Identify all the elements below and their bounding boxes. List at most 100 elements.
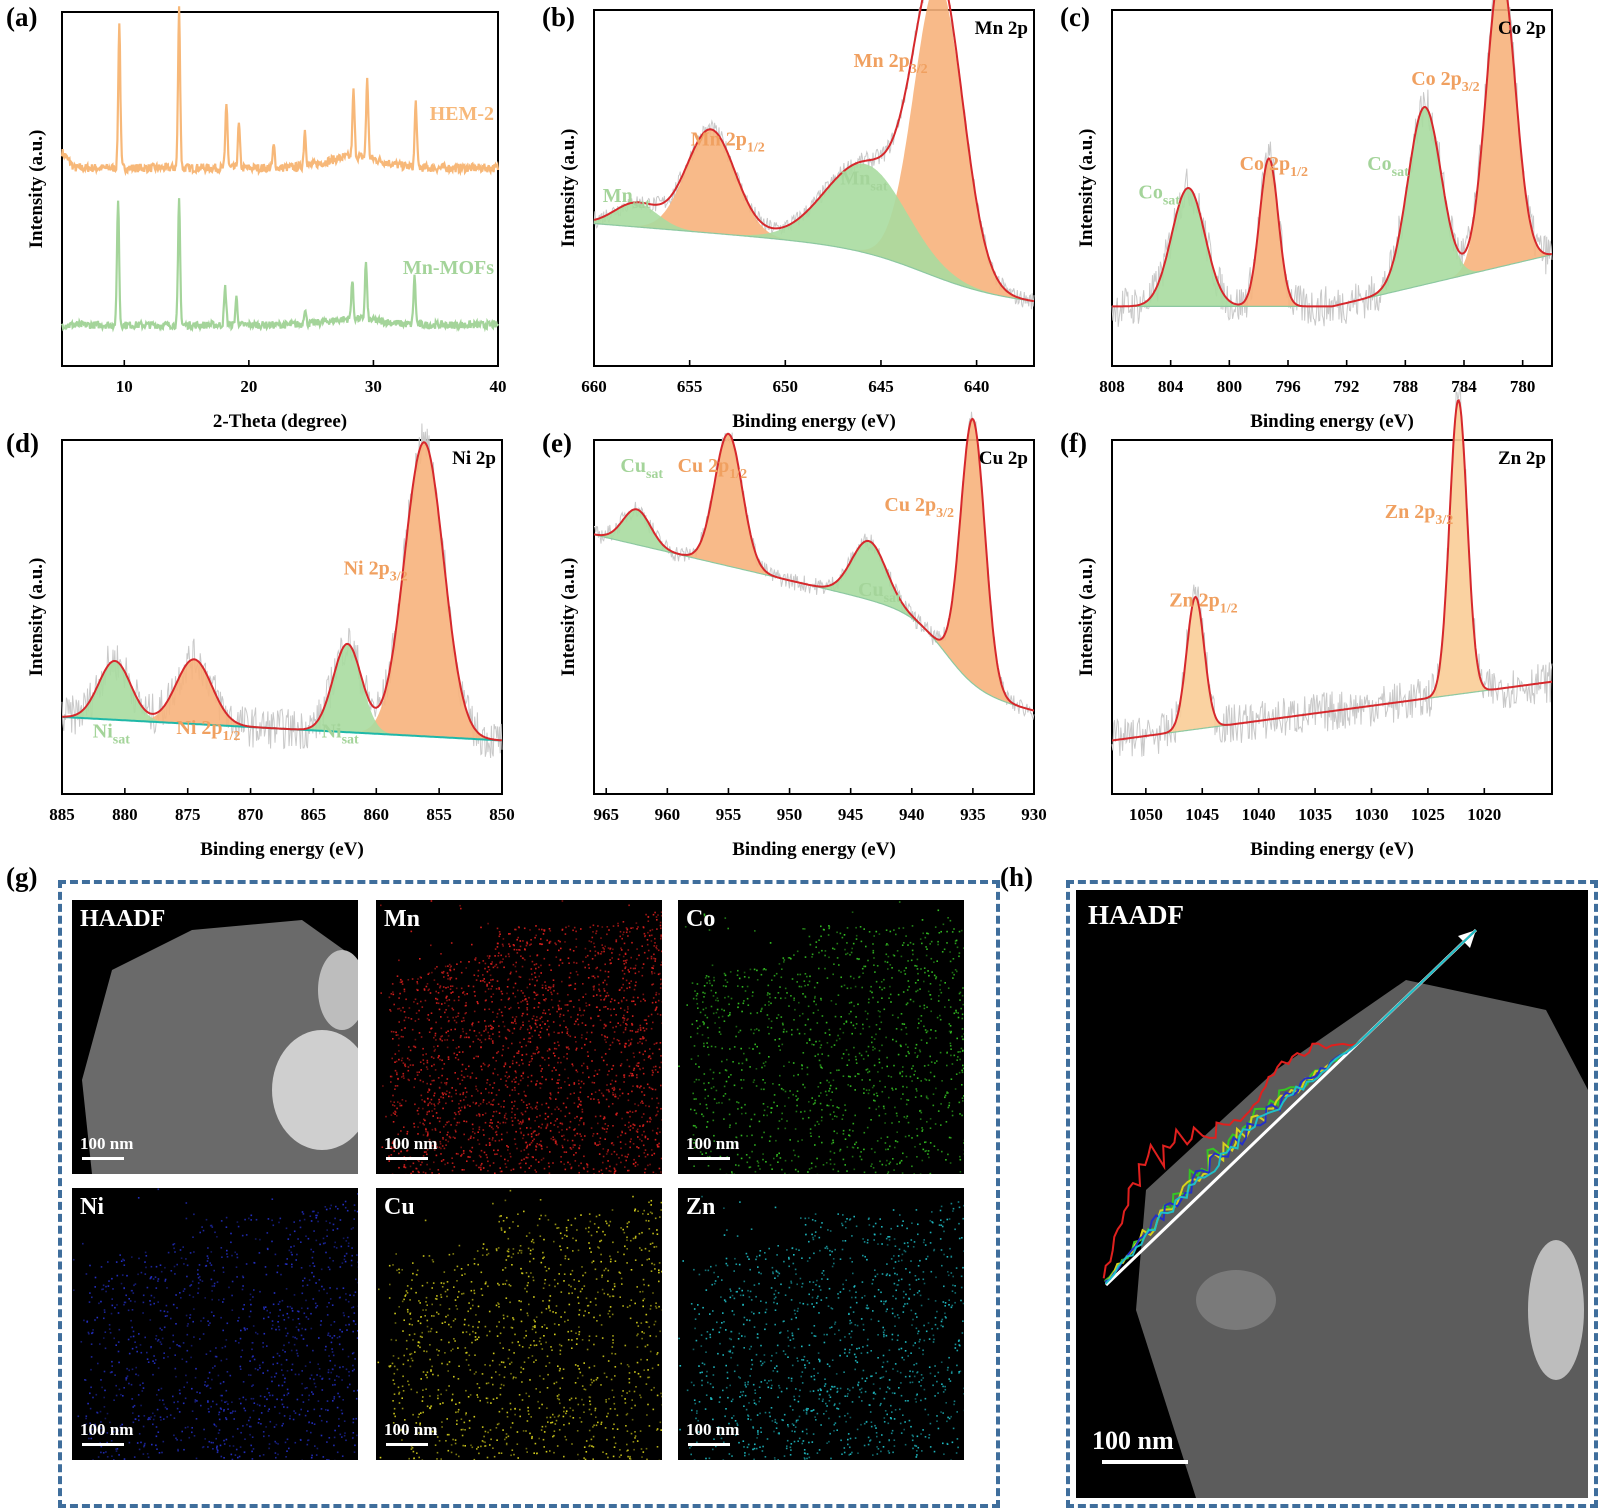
peak-label: Co 2p3/2: [1411, 68, 1479, 95]
peak-label: Cosat: [1367, 153, 1409, 180]
y-axis-label: Intensity (a.u.): [1076, 558, 1097, 677]
y-axis-label: Intensity (a.u.): [26, 130, 47, 249]
haadf-linescan-image: HAADF 100 nm: [1076, 890, 1588, 1498]
plot-frame: [61, 11, 499, 367]
scale-bar-label: 100 nm: [80, 1420, 134, 1439]
x-tick-label: 645: [868, 377, 894, 396]
eds-map-zn: Zn 100 nm: [678, 1188, 964, 1460]
scale-bar: [688, 1443, 730, 1446]
component-peak-fill: [594, 203, 1034, 302]
peak-label: Cusat: [858, 579, 901, 606]
element-dots: [678, 1195, 964, 1460]
plot-frame: [1111, 439, 1553, 795]
xrd-chart: 10 20 30 40 2-Theta (degree) Intensity (a.u.)…: [0, 0, 540, 440]
linescan-scale-bar: [1102, 1460, 1188, 1464]
eds-map-label: Zn: [686, 1194, 716, 1220]
x-tick-label: 1035: [1298, 805, 1332, 824]
bright-region: [272, 1030, 358, 1150]
x-tick-label: 935: [960, 805, 986, 824]
element-title: Cu 2p: [979, 448, 1028, 469]
element-title: Co 2p: [1498, 18, 1546, 39]
x-tick-label: 20: [240, 377, 257, 396]
co-2p-chart: 808 804 800 796 792 788 784 780 Binding energy (…: [1060, 0, 1600, 440]
eds-map-label: Co: [686, 906, 716, 932]
fit-envelope-line: [593, 0, 1035, 303]
y-axis-label: Intensity (a.u.): [558, 129, 579, 248]
x-tick-label: 870: [238, 805, 264, 824]
x-tick-label: 945: [838, 805, 864, 824]
x-axis-label: Binding energy (eV): [1250, 839, 1414, 860]
peak-label: Mn 2p3/2: [854, 50, 928, 77]
peak-label: Cusat: [620, 455, 663, 482]
x-tick-label: 930: [1021, 805, 1047, 824]
linescan-profile-line: [1104, 929, 1477, 1285]
panel-letter-b: (b): [542, 2, 575, 32]
x-tick-label: 640: [964, 377, 990, 396]
plot-frame: [593, 9, 1035, 367]
panel-letter-a: (a): [6, 2, 38, 32]
x-tick-label: 780: [1510, 377, 1536, 396]
x-axis-label: Binding energy (eV): [200, 839, 364, 860]
element-title: Zn 2p: [1498, 448, 1546, 469]
element-dots: [678, 901, 964, 1174]
x-tick-label: 955: [716, 805, 742, 824]
x-tick-label: 1025: [1411, 805, 1445, 824]
eds-map-ni: Ni 100 nm: [72, 1188, 358, 1460]
x-axis-label: Binding energy (eV): [1250, 411, 1414, 432]
x-tick-label: 792: [1334, 377, 1360, 396]
xrd-series-line: [60, 198, 499, 333]
x-tick-label: 804: [1158, 377, 1184, 396]
x-tick-label: 940: [899, 805, 925, 824]
x-tick-label: 784: [1451, 377, 1477, 396]
plot-frame: [1111, 9, 1553, 367]
eds-mapping-box: [58, 880, 1000, 1508]
component-peak-fill: [594, 418, 1034, 711]
peak-label: Mnsat: [603, 185, 650, 212]
panel-letter-h: (h): [1000, 862, 1033, 892]
x-tick-label: 860: [364, 805, 390, 824]
x-tick-label: 30: [365, 377, 382, 396]
scale-bar: [82, 1157, 124, 1160]
peak-label: Cosat: [1138, 182, 1180, 209]
x-tick-label: 965: [593, 805, 619, 824]
component-peak-fill: [1112, 597, 1552, 741]
x-tick-label: 855: [426, 805, 452, 824]
y-axis-label: Intensity (a.u.): [1076, 129, 1097, 248]
eds-map-label: Mn: [384, 906, 420, 932]
scale-bar: [386, 1443, 428, 1446]
peak-label: Cu 2p3/2: [884, 494, 954, 521]
component-peak-fill: [594, 0, 1034, 302]
x-tick-label: 1050: [1129, 805, 1163, 824]
component-peak-fill: [62, 659, 502, 741]
y-axis-label: Intensity (a.u.): [558, 558, 579, 677]
scale-bar-label: 100 nm: [384, 1420, 438, 1439]
panel-letter-d: (d): [6, 428, 39, 458]
element-title: Mn 2p: [975, 18, 1028, 39]
eds-map-cu: Cu 100 nm: [376, 1188, 662, 1460]
x-tick-label: 796: [1275, 377, 1301, 396]
x-tick-label: 950: [777, 805, 803, 824]
bright-region: [1196, 1270, 1276, 1330]
component-peak-fill: [1112, 400, 1552, 741]
particle-shape: [1136, 980, 1588, 1498]
scale-bar: [82, 1443, 124, 1446]
x-tick-label: 850: [489, 805, 515, 824]
x-tick-label: 788: [1393, 377, 1419, 396]
panel-letter-f: (f): [1060, 428, 1087, 458]
xrd-series-line: [60, 6, 500, 177]
fit-envelope-line: [593, 417, 1035, 712]
peak-label: Cu 2p1/2: [678, 455, 748, 482]
component-peak-fill: [594, 163, 1034, 302]
component-peak-fill: [594, 509, 1034, 711]
x-tick-label: 875: [175, 805, 201, 824]
x-tick-label: 800: [1217, 377, 1243, 396]
fit-envelope-line: [62, 441, 503, 742]
x-tick-label: 40: [490, 377, 507, 396]
peak-label: Co 2p1/2: [1240, 153, 1308, 180]
peak-label: Mnsat: [840, 167, 887, 194]
panel-letter-c: (c): [1060, 2, 1090, 32]
eds-map-mn: Mn 100 nm: [376, 900, 662, 1174]
peak-label: Ni 2p1/2: [176, 717, 240, 744]
fit-envelope-line: [1112, 0, 1553, 308]
component-peak-fill: [62, 442, 502, 741]
